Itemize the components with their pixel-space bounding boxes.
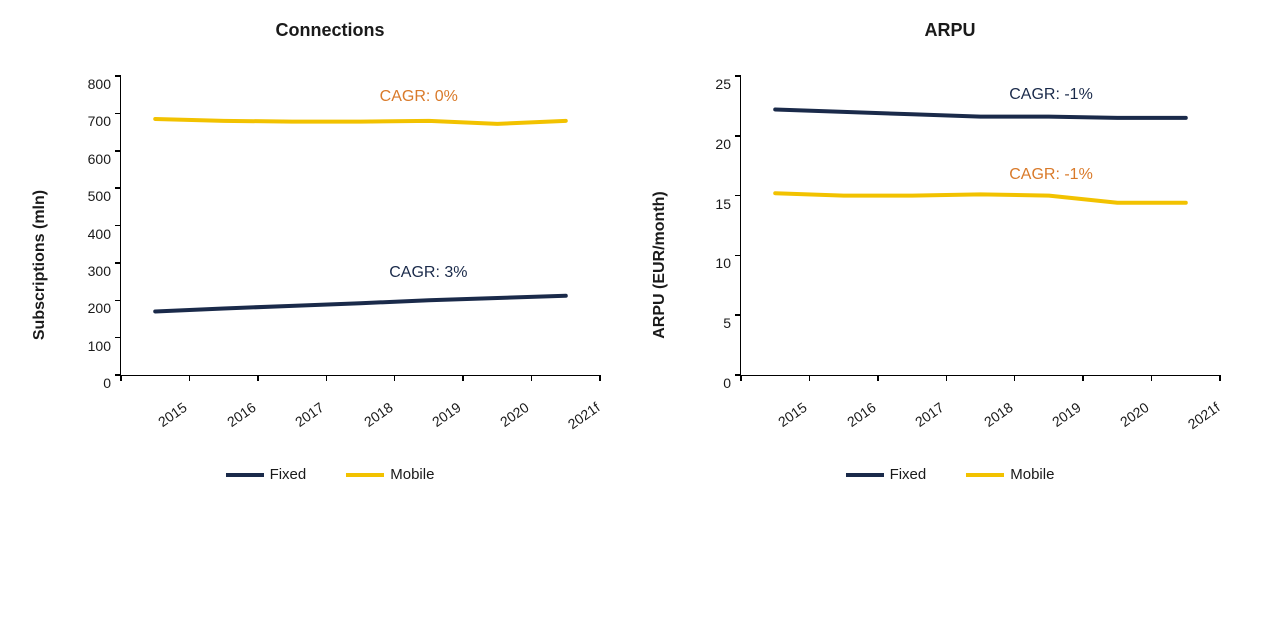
xtick-label: 2019: [429, 399, 464, 430]
legend: Fixed Mobile: [50, 466, 610, 483]
ytick-label: 15: [691, 196, 731, 212]
xtick-mark: [189, 375, 191, 381]
legend-swatch: [226, 473, 264, 477]
xtick-label: 2021f: [1185, 399, 1223, 432]
series-mobile: [775, 193, 1186, 203]
xtick-mark: [1082, 375, 1084, 381]
chart-title: Connections: [50, 20, 610, 41]
legend-label: Fixed: [890, 466, 927, 483]
xtick-label: 2016: [844, 399, 879, 430]
legend-swatch: [966, 473, 1004, 477]
legend-label: Fixed: [270, 466, 307, 483]
cagr-annotation: CAGR: 0%: [380, 88, 458, 106]
legend-item-mobile: Mobile: [966, 466, 1054, 483]
ytick-label: 200: [71, 300, 111, 316]
plot-area: 05101520252015201620172018201920202021fC…: [740, 76, 1220, 376]
y-axis-label: Subscriptions (mln): [31, 190, 49, 340]
xtick-mark: [394, 375, 396, 381]
legend-label: Mobile: [390, 466, 434, 483]
series-lines: [741, 76, 1220, 375]
legend-swatch: [346, 473, 384, 477]
ytick-label: 5: [691, 315, 731, 331]
xtick-mark: [946, 375, 948, 381]
xtick-label: 2017: [292, 399, 327, 430]
legend-label: Mobile: [1010, 466, 1054, 483]
cagr-annotation: CAGR: -1%: [1009, 86, 1093, 104]
legend-swatch: [846, 473, 884, 477]
charts-container: ConnectionsSubscriptions (mln)0100200300…: [20, 20, 1260, 483]
series-fixed: [155, 296, 566, 312]
ytick-label: 800: [71, 76, 111, 92]
xtick-label: 2019: [1049, 399, 1084, 430]
xtick-mark: [120, 375, 122, 381]
xtick-mark: [257, 375, 259, 381]
ytick-label: 600: [71, 151, 111, 167]
ytick-label: 0: [691, 375, 731, 391]
ytick-label: 400: [71, 226, 111, 242]
chart-title: ARPU: [670, 20, 1230, 41]
ytick-label: 0: [71, 375, 111, 391]
y-axis-label: ARPU (EUR/month): [651, 191, 669, 339]
xtick-label: 2018: [361, 399, 396, 430]
ytick-label: 20: [691, 136, 731, 152]
plot-wrap: ARPU (EUR/month)051015202520152016201720…: [670, 66, 1230, 446]
xtick-label: 2015: [775, 399, 810, 430]
chart-connections: ConnectionsSubscriptions (mln)0100200300…: [50, 20, 610, 483]
xtick-mark: [531, 375, 533, 381]
xtick-label: 2021f: [565, 399, 603, 432]
cagr-annotation: CAGR: -1%: [1009, 166, 1093, 184]
xtick-label: 2017: [912, 399, 947, 430]
xtick-mark: [1151, 375, 1153, 381]
xtick-mark: [877, 375, 879, 381]
xtick-label: 2016: [224, 399, 259, 430]
xtick-label: 2018: [981, 399, 1016, 430]
legend: Fixed Mobile: [670, 466, 1230, 483]
series-lines: [121, 76, 600, 375]
xtick-mark: [599, 375, 601, 381]
ytick-label: 500: [71, 188, 111, 204]
xtick-label: 2015: [155, 399, 190, 430]
legend-item-mobile: Mobile: [346, 466, 434, 483]
xtick-mark: [809, 375, 811, 381]
ytick-label: 100: [71, 338, 111, 354]
ytick-label: 700: [71, 113, 111, 129]
chart-arpu: ARPUARPU (EUR/month)05101520252015201620…: [670, 20, 1230, 483]
xtick-mark: [1219, 375, 1221, 381]
xtick-label: 2020: [1117, 399, 1152, 430]
plot-area: 0100200300400500600700800201520162017201…: [120, 76, 600, 376]
xtick-mark: [740, 375, 742, 381]
plot-wrap: Subscriptions (mln)010020030040050060070…: [50, 66, 610, 446]
xtick-mark: [326, 375, 328, 381]
legend-item-fixed: Fixed: [846, 466, 927, 483]
cagr-annotation: CAGR: 3%: [389, 264, 467, 282]
xtick-mark: [1014, 375, 1016, 381]
ytick-label: 10: [691, 255, 731, 271]
series-fixed: [775, 109, 1186, 117]
ytick-label: 300: [71, 263, 111, 279]
series-mobile: [155, 119, 566, 124]
ytick-label: 25: [691, 76, 731, 92]
xtick-label: 2020: [497, 399, 532, 430]
legend-item-fixed: Fixed: [226, 466, 307, 483]
xtick-mark: [462, 375, 464, 381]
